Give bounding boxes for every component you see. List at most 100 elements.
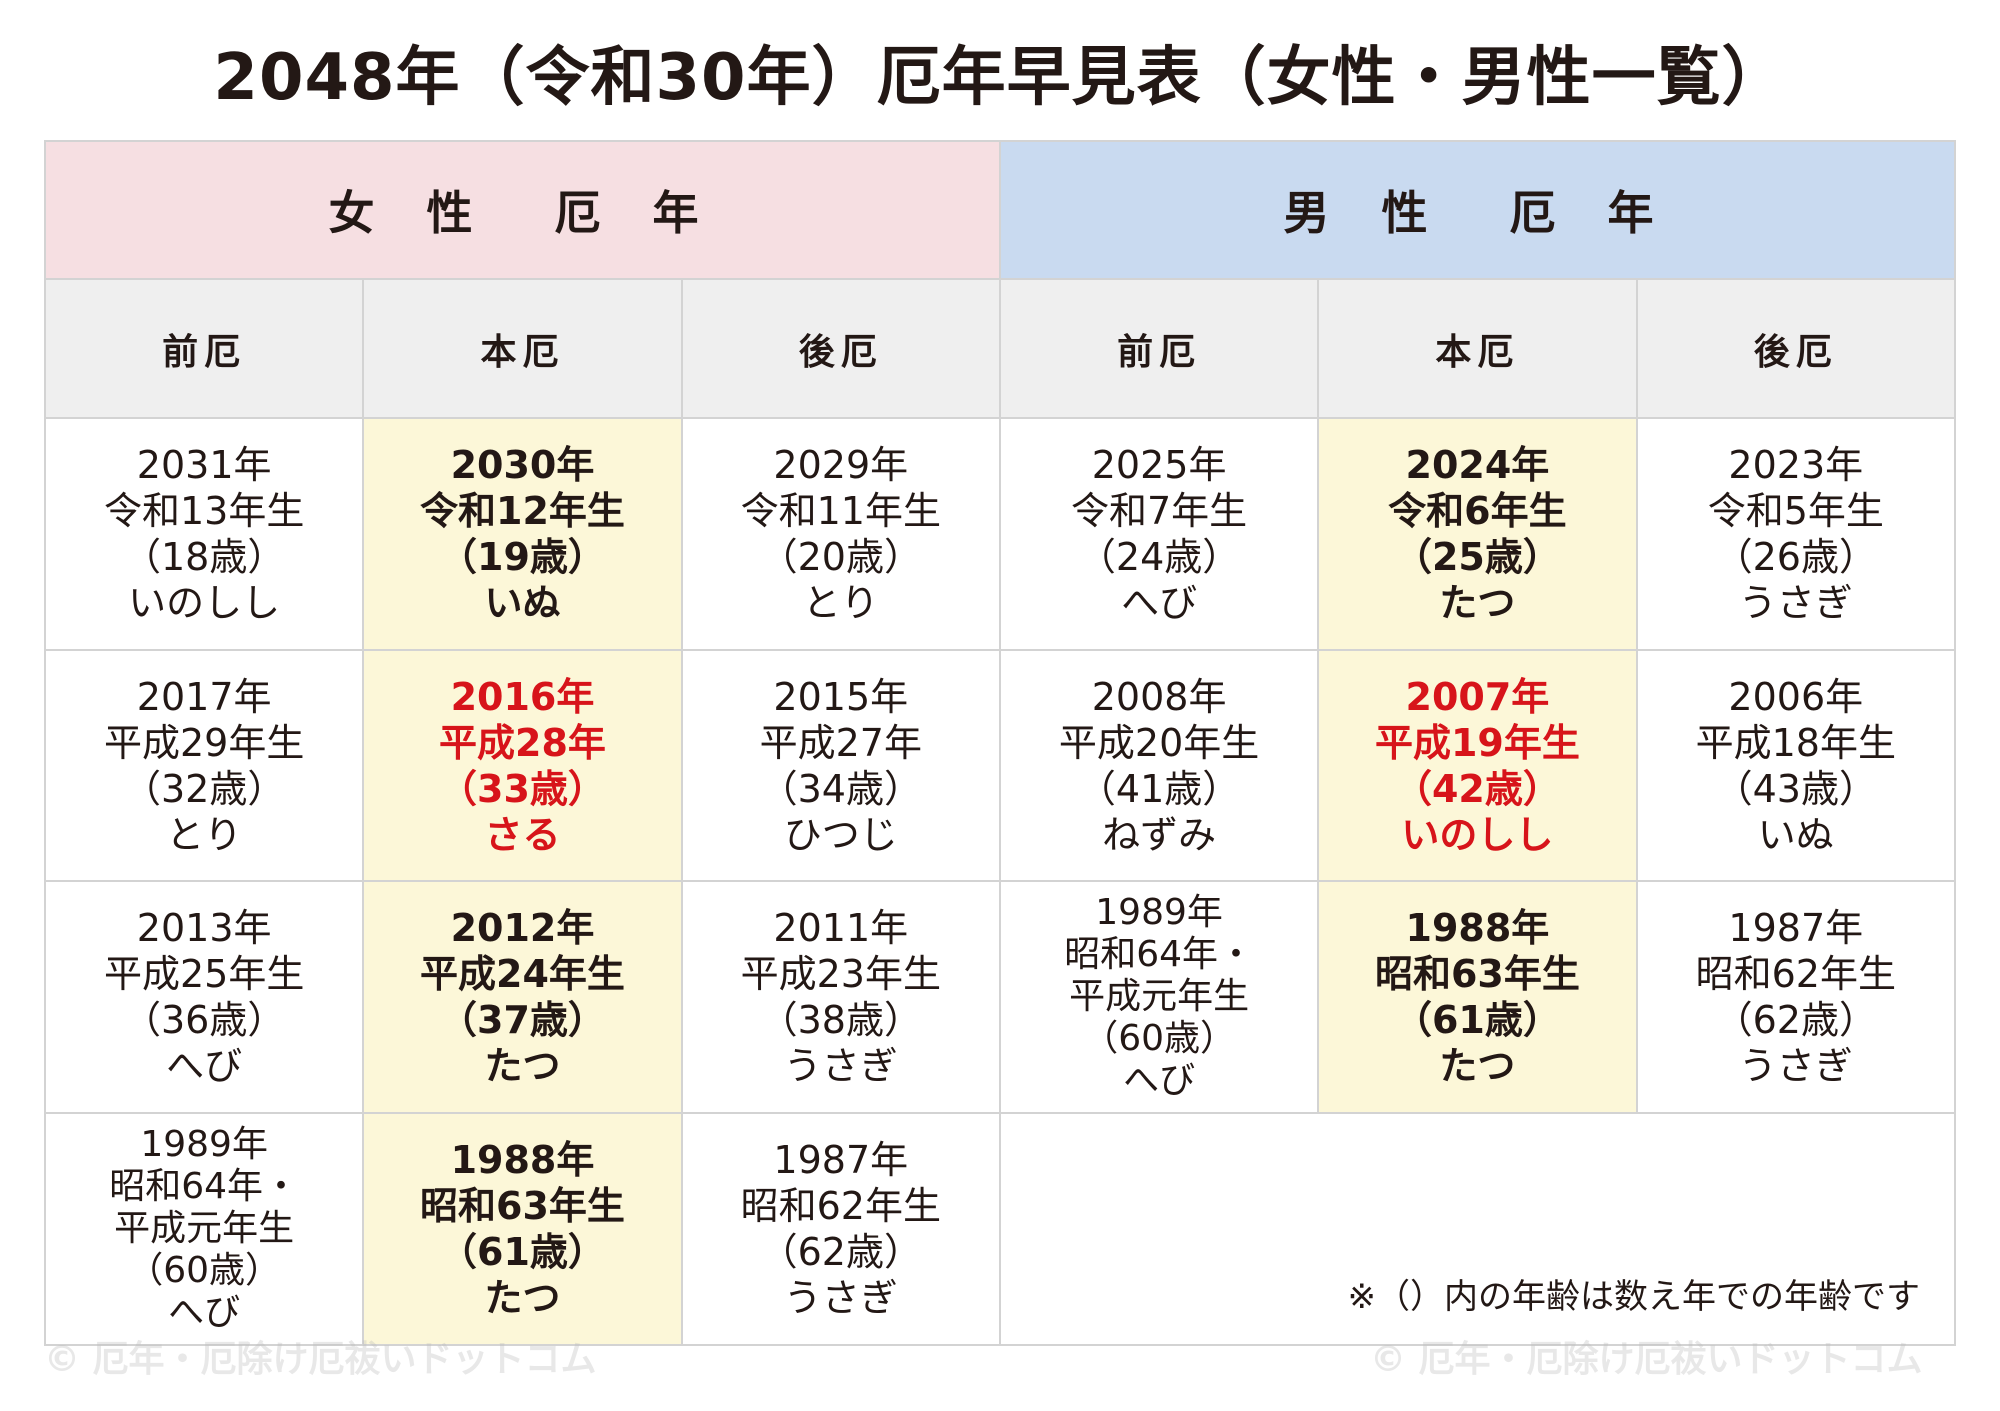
women-atoyaku-cell: 1987年 昭和62年生 （62歳） うさぎ xyxy=(680,1112,1001,1346)
cell-line: とり xyxy=(802,580,879,625)
men-honyaku-header: 本厄 xyxy=(1317,278,1638,419)
cell-line: （60歳） xyxy=(1082,1018,1236,1060)
cell-line: いぬ xyxy=(1757,812,1834,857)
women-header: 女 性 厄 年 xyxy=(44,139,1001,281)
women-maeyaku-cell: 1989年 昭和64年・ 平成元年生 （60歳） へび xyxy=(43,1112,365,1346)
cell-line: （26歳） xyxy=(1714,534,1877,579)
cell-line: （38歳） xyxy=(759,998,922,1043)
cell-line: （32歳） xyxy=(122,766,286,811)
cell-line: （62歳） xyxy=(759,1230,922,1275)
cell-line: ひつじ xyxy=(783,812,898,857)
cell-line: 令和5年生 xyxy=(1707,488,1884,533)
men-honyaku-cell: 2024年 令和6年生 （25歳） たつ xyxy=(1317,416,1638,651)
table-row: 2031年 令和13年生 （18歳） いのしし 2030年 令和12年生 （19歳） いぬ 20… xyxy=(43,416,1957,651)
cell-line: へび xyxy=(1121,580,1198,625)
cell-line: （18歳） xyxy=(122,534,286,579)
cell-line: へび xyxy=(166,1044,243,1089)
cell-line: 令和13年生 xyxy=(103,488,305,533)
cell-line: 2030年 xyxy=(450,442,595,487)
men-maeyaku-cell: 2008年 平成20年生 （41歳） ねずみ xyxy=(998,648,1320,883)
cell-line: たつ xyxy=(1439,1044,1516,1089)
cell-line: 2015年 xyxy=(773,674,909,719)
cell-line: 2008年 xyxy=(1091,674,1227,719)
sub-header-row: 前厄 本厄 後厄 前厄 本厄 後厄 xyxy=(43,278,1957,419)
women-honyaku-cell: 1988年 昭和63年生 （61歳） たつ xyxy=(362,1112,683,1346)
cell-line: 昭和63年生 xyxy=(420,1184,625,1229)
cell-line: 令和7年生 xyxy=(1071,488,1248,533)
cell-line: 2023年 xyxy=(1728,442,1864,487)
cell-line: （42歳） xyxy=(1393,766,1561,811)
cell-line: （19歳） xyxy=(439,534,606,579)
cell-line: 昭和62年生 xyxy=(740,1184,941,1229)
cell-line: 2012年 xyxy=(450,906,595,951)
cell-line: 2016年 xyxy=(450,674,595,719)
men-atoyaku-header: 後厄 xyxy=(1635,278,1957,419)
men-maeyaku-cell: 2025年 令和7年生 （24歳） へび xyxy=(998,416,1320,651)
cell-line: 平成20年生 xyxy=(1058,720,1260,765)
cell-line: （43歳） xyxy=(1714,766,1877,811)
women-atoyaku-cell: 2011年 平成23年生 （38歳） うさぎ xyxy=(680,880,1001,1115)
women-honyaku-cell: 2012年 平成24年生 （37歳） たつ xyxy=(362,880,683,1115)
cell-line: たつ xyxy=(1439,580,1516,625)
cell-line: うさぎ xyxy=(783,1276,898,1321)
cell-line: いのしし xyxy=(1401,812,1554,857)
cell-line: （60歳） xyxy=(127,1250,282,1292)
cell-line: 平成29年生 xyxy=(103,720,305,765)
cell-line: 2024年 xyxy=(1405,442,1550,487)
cell-line: 昭和64年・ xyxy=(109,1166,300,1208)
women-honyaku-cell: 2030年 令和12年生 （19歳） いぬ xyxy=(362,416,683,651)
cell-line: いのしし xyxy=(128,580,281,625)
men-maeyaku-cell: 1989年 昭和64年・ 平成元年生 （60歳） へび xyxy=(998,880,1320,1115)
women-honyaku-header: 本厄 xyxy=(362,278,683,419)
men-honyaku-cell: 2007年 平成19年生 （42歳） いのしし xyxy=(1317,648,1638,883)
note-cell: ※（）内の年齢は数え年での年齢です xyxy=(998,1112,1957,1346)
cell-line: 2025年 xyxy=(1091,442,1227,487)
women-maeyaku-cell: 2031年 令和13年生 （18歳） いのしし xyxy=(43,416,365,651)
cell-line: 1987年 xyxy=(773,1138,909,1183)
page-title: 2048年（令和30年）厄年早見表（女性・男性一覧） xyxy=(213,41,1787,115)
cell-line: へび xyxy=(1123,1060,1196,1102)
yakudoshi-table: 女 性 厄 年 男 性 厄 年 前厄 本厄 後厄 前厄 本厄 後厄 2031年令… xyxy=(43,139,1957,1346)
cell-line: （62歳） xyxy=(1714,998,1877,1043)
men-atoyaku-cell: 2006年 平成18年生 （43歳） いぬ xyxy=(1635,648,1957,883)
cell-line: 1988年 xyxy=(1405,906,1550,951)
cell-line: 平成23年生 xyxy=(740,952,941,997)
cell-line: うさぎ xyxy=(783,1044,898,1089)
cell-line: 昭和63年生 xyxy=(1374,952,1580,997)
cell-line: （34歳） xyxy=(759,766,922,811)
women-atoyaku-cell: 2015年 平成27年 （34歳） ひつじ xyxy=(680,648,1001,883)
cell-line: 平成27年 xyxy=(759,720,922,765)
women-maeyaku-cell: 2017年 平成29年生 （32歳） とり xyxy=(43,648,365,883)
cell-line: 2031年 xyxy=(136,442,272,487)
cell-line: 平成元年生 xyxy=(114,1208,295,1250)
cell-line: （33歳） xyxy=(439,766,606,811)
watermark-right: © 厄年・厄除け厄祓いドットコム xyxy=(1370,1339,1923,1380)
cell-line: （61歳） xyxy=(439,1230,606,1275)
table-row: 2017年 平成29年生 （32歳） とり 2016年 平成28年 （33歳） さる 2015年… xyxy=(43,648,1957,883)
cell-line: （24歳） xyxy=(1077,534,1241,579)
table-row: 2013年 平成25年生 （36歳） へび 2012年 平成24年生 （37歳） たつ 2011… xyxy=(43,880,1957,1115)
cell-line: 令和12年生 xyxy=(420,488,625,533)
cell-line: 1989年 xyxy=(1095,892,1223,934)
cell-line: 2013年 xyxy=(136,906,272,951)
cell-line: （37歳） xyxy=(439,998,606,1043)
cell-line: うさぎ xyxy=(1738,580,1853,625)
cell-line: 昭和62年生 xyxy=(1695,952,1896,997)
men-maeyaku-header: 前厄 xyxy=(998,278,1320,419)
cell-line: いぬ xyxy=(484,580,561,625)
cell-line: たつ xyxy=(484,1044,561,1089)
men-atoyaku-cell: 1987年 昭和62年生 （62歳） うさぎ xyxy=(1635,880,1957,1115)
women-honyaku-cell: 2016年 平成28年 （33歳） さる xyxy=(362,648,683,883)
cell-line: 2007年 xyxy=(1405,674,1550,719)
cell-line: 平成24年生 xyxy=(420,952,625,997)
cell-line: 令和11年生 xyxy=(740,488,941,533)
cell-line: うさぎ xyxy=(1738,1044,1853,1089)
cell-line: （61歳） xyxy=(1393,998,1561,1043)
cell-line: 令和6年生 xyxy=(1388,488,1567,533)
cell-line: 昭和64年・ xyxy=(1064,934,1254,976)
cell-line: 平成19年生 xyxy=(1374,720,1580,765)
cell-line: （25歳） xyxy=(1393,534,1561,579)
men-header: 男 性 厄 年 xyxy=(998,139,1957,281)
cell-line: 平成28年 xyxy=(439,720,606,765)
cell-line: とり xyxy=(166,812,243,857)
